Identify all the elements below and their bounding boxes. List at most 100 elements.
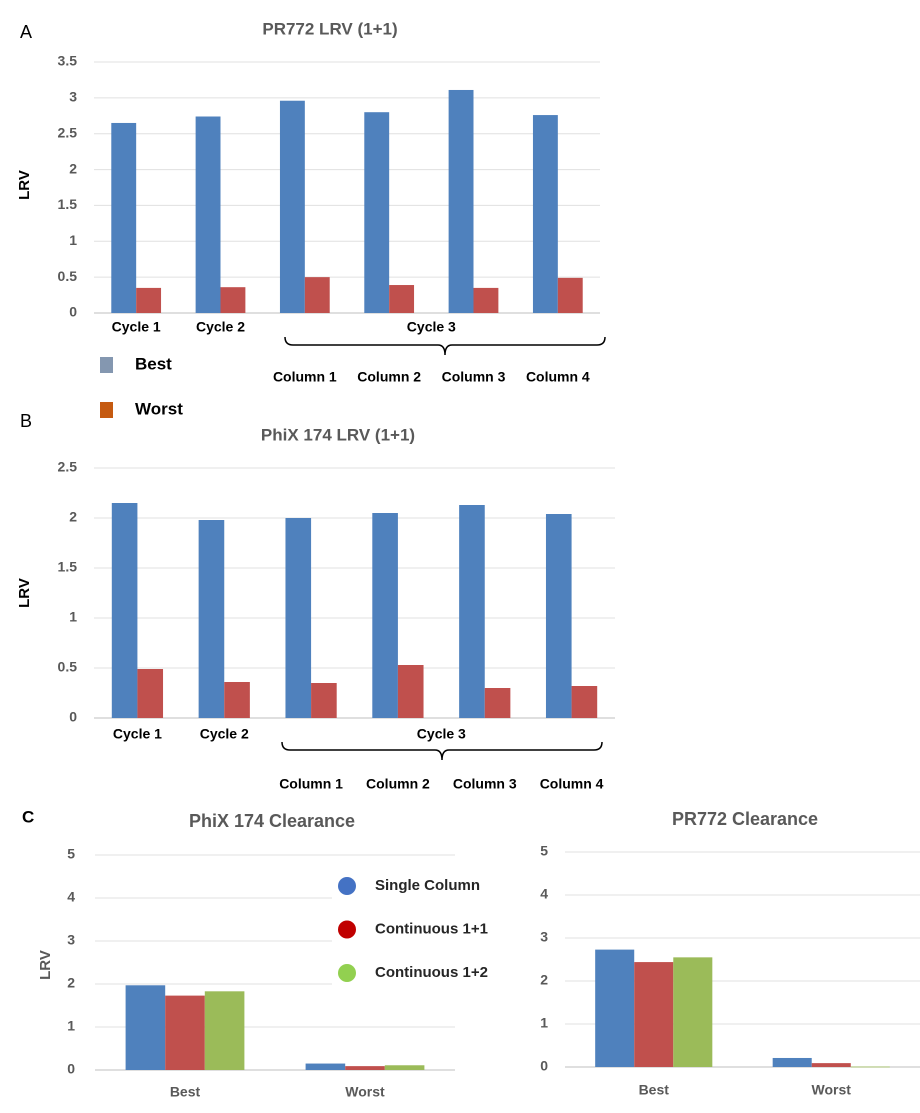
y-tick-label: 3.5: [58, 53, 78, 69]
bar: [389, 285, 415, 313]
x-tick-label: Worst: [812, 1082, 852, 1098]
y-tick-label: 0: [540, 1058, 548, 1074]
y-tick-label: 2: [69, 160, 77, 176]
x-tick-label: Cycle 1: [112, 319, 161, 335]
y-axis-label: LRV: [37, 950, 54, 980]
x-tick-label: Column 2: [357, 369, 421, 385]
panel-label: C: [22, 807, 34, 826]
bar: [198, 520, 225, 718]
bar: [305, 1063, 346, 1070]
bar: [545, 514, 572, 718]
x-tick-label: Best: [170, 1084, 201, 1100]
panel-label: B: [20, 411, 32, 431]
bar: [850, 1066, 890, 1068]
bar: [364, 112, 390, 313]
x-tick-label: Column 4: [540, 776, 604, 792]
y-tick-label: 0: [69, 709, 77, 725]
y-tick-label: 2: [67, 975, 75, 991]
bar: [224, 682, 250, 718]
y-tick-label: 4: [67, 889, 75, 905]
y-tick-label: 2: [69, 509, 77, 525]
y-axis-label: LRV: [16, 170, 33, 200]
bar: [571, 686, 598, 718]
bar: [220, 287, 246, 313]
x-tick-label: Cycle 2: [200, 726, 249, 742]
y-tick-label: 1.5: [58, 196, 78, 212]
x-tick-label: Column 3: [442, 369, 506, 385]
x-tick-label: Cycle 1: [113, 726, 162, 742]
y-tick-label: 1.5: [58, 559, 78, 575]
legend-swatch: [100, 402, 113, 418]
x-tick-label: Column 1: [273, 369, 337, 385]
legend-label: Worst: [135, 399, 183, 418]
legend-label: Continuous 1+1: [375, 920, 488, 937]
bar: [165, 995, 205, 1070]
bar: [459, 505, 485, 718]
legend-box: [332, 866, 512, 1002]
bar: [557, 277, 583, 313]
x-tick-label: Column 3: [453, 776, 517, 792]
chart-title: PR772 Clearance: [672, 809, 818, 829]
bar: [111, 503, 138, 718]
bar: [532, 115, 558, 313]
bar: [448, 89, 474, 314]
y-tick-label: 1: [69, 609, 77, 625]
legend-swatch: [338, 877, 356, 895]
legend-swatch: [338, 920, 356, 939]
bar: [673, 957, 713, 1067]
bar: [372, 513, 398, 718]
x-tick-label: Column 4: [526, 369, 590, 385]
y-tick-label: 0.5: [58, 268, 78, 284]
y-tick-label: 4: [540, 886, 548, 902]
y-tick-label: 3: [540, 929, 548, 945]
group-bracket: [284, 336, 606, 356]
bar: [595, 949, 635, 1067]
chart-title: PhiX 174 Clearance: [189, 811, 355, 831]
y-tick-label: 1: [67, 1018, 75, 1034]
bar: [772, 1057, 812, 1067]
legend-swatch: [338, 964, 356, 982]
legend-label: Continuous 1+2: [375, 964, 488, 981]
bar: [204, 991, 245, 1070]
y-axis-label: LRV: [16, 578, 33, 608]
bar: [285, 518, 312, 718]
bar: [345, 1066, 385, 1070]
y-tick-label: 0: [69, 304, 77, 320]
y-tick-label: 3: [67, 932, 75, 948]
bar: [111, 122, 137, 313]
bar: [279, 100, 305, 314]
y-tick-label: 2: [540, 972, 548, 988]
bar: [384, 1065, 425, 1070]
bar: [473, 287, 499, 313]
y-tick-label: 2.5: [58, 124, 78, 140]
group-label: Cycle 3: [417, 726, 466, 742]
y-tick-label: 0: [67, 1061, 75, 1077]
bar: [634, 962, 674, 1067]
bar: [304, 277, 330, 313]
y-tick-label: 3: [69, 89, 77, 105]
bar: [811, 1063, 851, 1067]
bar: [484, 688, 511, 718]
y-tick-label: 1: [540, 1015, 548, 1031]
bar: [125, 985, 166, 1070]
y-tick-label: 5: [540, 843, 548, 859]
x-tick-label: Column 1: [279, 776, 343, 792]
legend-label: Single Column: [375, 877, 480, 894]
group-bracket: [281, 741, 603, 761]
legend-swatch: [100, 357, 113, 373]
y-tick-label: 2.5: [58, 459, 78, 475]
bar: [195, 116, 221, 313]
y-tick-label: 0.5: [58, 659, 78, 675]
legend-label: Best: [135, 354, 172, 373]
x-tick-label: Best: [639, 1082, 670, 1098]
bar: [397, 665, 424, 718]
y-tick-label: 5: [67, 846, 75, 862]
group-label: Cycle 3: [407, 319, 456, 335]
y-tick-label: 1: [69, 232, 77, 248]
x-tick-label: Column 2: [366, 776, 430, 792]
bar: [136, 287, 162, 313]
chart-title: PR772 LRV (1+1): [262, 19, 397, 38]
bar: [311, 683, 337, 718]
